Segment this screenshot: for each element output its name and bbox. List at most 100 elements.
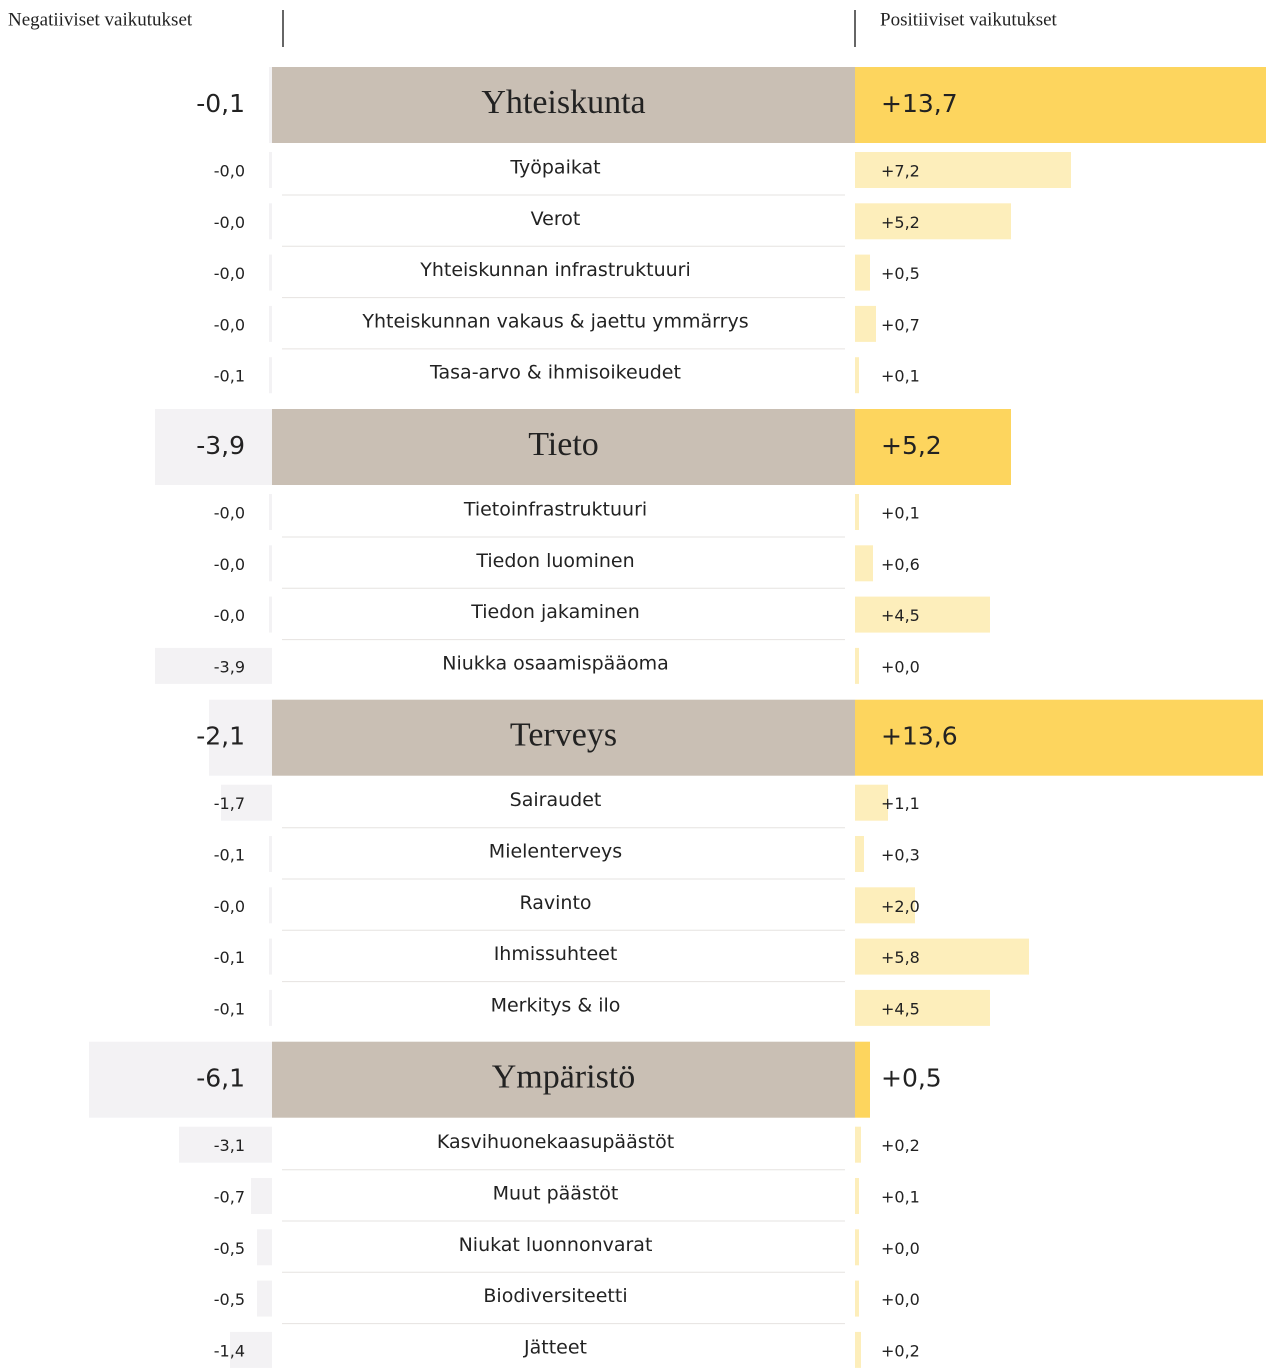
- positive-label: +5,8: [881, 948, 920, 967]
- negative-label: -0,0: [214, 555, 245, 574]
- positive-bar: [855, 305, 876, 342]
- positive-label: +0,0: [881, 657, 920, 676]
- item-name: Ravinto: [519, 892, 591, 914]
- negative-bar: [269, 305, 272, 342]
- negative-bar: [269, 596, 272, 633]
- positive-bar: [855, 1331, 861, 1368]
- positive-bar: [855, 545, 873, 582]
- group-name: Yhteiskunta: [481, 84, 645, 121]
- positive-bar: [855, 203, 1011, 240]
- negative-bar: [257, 1229, 272, 1266]
- positive-label: +0,3: [881, 846, 920, 865]
- item-name: Kasvihuonekaasupäästöt: [437, 1131, 674, 1153]
- item-name: Tasa-arvo & ihmisoikeudet: [429, 362, 681, 384]
- positive-label: +0,7: [881, 315, 920, 334]
- group-name: Tieto: [528, 426, 599, 463]
- negative-label: -0,1: [214, 846, 245, 865]
- positive-label: +0,1: [881, 1188, 920, 1207]
- item-name: Niukka osaamispääoma: [442, 652, 669, 674]
- negative-bar: [269, 67, 272, 143]
- negative-label: -0,1: [214, 948, 245, 967]
- negative-label: -0,5: [214, 1239, 245, 1258]
- negative-bar: [257, 1280, 272, 1317]
- negative-label: -0,7: [214, 1188, 245, 1207]
- positive-bar: [855, 1126, 861, 1163]
- negative-label: -0,1: [214, 999, 245, 1018]
- right-label: Positiiviset vaikutukset: [880, 9, 1058, 30]
- group-header: [272, 1041, 855, 1118]
- positive-bar: [855, 1280, 859, 1317]
- positive-label: +0,5: [881, 1064, 942, 1093]
- positive-bar: [855, 647, 859, 684]
- negative-label: -2,1: [196, 722, 245, 751]
- item-name: Muut päästöt: [493, 1183, 619, 1205]
- negative-label: -1,7: [214, 794, 245, 813]
- negative-label: -0,0: [214, 606, 245, 625]
- negative-bar: [251, 1178, 272, 1214]
- left-label: Negatiiviset vaikutukset: [8, 9, 193, 30]
- positive-label: +7,2: [881, 162, 920, 181]
- positive-bar: [855, 1178, 859, 1214]
- positive-bar: [855, 784, 888, 821]
- positive-label: +13,7: [881, 89, 958, 118]
- negative-bar: [269, 152, 272, 188]
- negative-bar: [269, 887, 272, 924]
- positive-label: +0,1: [881, 504, 920, 523]
- positive-bar: [855, 836, 864, 872]
- item-name: Merkitys & ilo: [491, 994, 621, 1016]
- positive-bar: [855, 989, 990, 1026]
- negative-label: -0,1: [214, 367, 245, 386]
- positive-bar: [855, 357, 859, 394]
- positive-bar: [855, 699, 1263, 776]
- item-name: Tietoinfrastruktuuri: [463, 499, 647, 521]
- positive-label: +13,6: [881, 722, 958, 751]
- negative-bar: [155, 647, 272, 684]
- positive-label: +0,1: [881, 367, 920, 386]
- positive-label: +0,6: [881, 555, 920, 574]
- negative-bar: [230, 1331, 272, 1368]
- negative-bar: [209, 699, 272, 776]
- negative-bar: [269, 545, 272, 582]
- item-name: Tiedon jakaminen: [470, 601, 640, 623]
- positive-label: +4,5: [881, 606, 920, 625]
- negative-bar: [89, 1041, 272, 1118]
- negative-label: -3,9: [214, 657, 245, 676]
- positive-label: +0,0: [881, 1290, 920, 1309]
- positive-bar: [855, 67, 1266, 143]
- negative-label: -0,0: [214, 504, 245, 523]
- item-name: Niukat luonnonvarat: [459, 1234, 653, 1256]
- negative-label: -0,1: [196, 89, 245, 118]
- item-name: Yhteiskunnan infrastruktuuri: [419, 259, 691, 281]
- negative-label: -3,9: [196, 431, 245, 460]
- negative-bar: [269, 203, 272, 240]
- group-name: Ympäristö: [492, 1058, 636, 1095]
- negative-bar: [269, 989, 272, 1026]
- positive-label: +0,2: [881, 1341, 920, 1360]
- negative-bar: [221, 784, 272, 821]
- positive-bar: [855, 1229, 859, 1266]
- negative-label: -0,0: [214, 213, 245, 232]
- group-header: [272, 67, 855, 143]
- negative-bar: [269, 254, 272, 291]
- positive-bar: [855, 409, 1011, 485]
- positive-label: +0,2: [881, 1136, 920, 1155]
- group-name: Terveys: [510, 716, 617, 753]
- negative-bar: [269, 836, 272, 872]
- negative-bar: [179, 1126, 272, 1163]
- positive-label: +2,0: [881, 897, 920, 916]
- positive-bar: [855, 152, 1071, 188]
- item-name: Työpaikat: [509, 157, 600, 179]
- negative-bar: [269, 938, 272, 975]
- negative-label: -0,0: [214, 315, 245, 334]
- positive-bar: [855, 596, 990, 633]
- positive-bar: [855, 887, 915, 924]
- positive-label: +0,5: [881, 264, 920, 283]
- negative-label: -0,5: [214, 1290, 245, 1309]
- negative-bar: [155, 409, 272, 485]
- positive-bar: [855, 494, 859, 530]
- item-name: Tiedon luominen: [475, 550, 634, 572]
- item-name: Yhteiskunnan vakaus & jaettu ymmärrys: [361, 310, 748, 332]
- positive-label: +5,2: [881, 213, 920, 232]
- negative-label: -0,0: [214, 264, 245, 283]
